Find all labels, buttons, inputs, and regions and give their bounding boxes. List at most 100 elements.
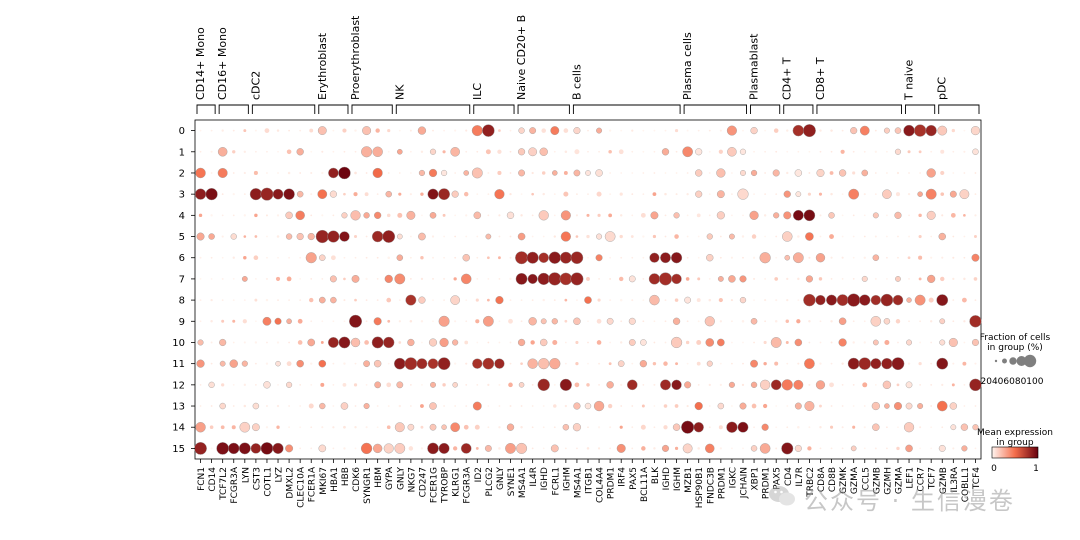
- size-legend-dot-60: [1009, 357, 1017, 365]
- dot-7-BCL11A: [642, 278, 645, 280]
- dot-4-MKI67: [321, 214, 324, 217]
- dot-14-FCN1: [195, 422, 206, 433]
- dot-1-BCL11A: [642, 150, 645, 153]
- dot-13-LYN: [243, 404, 247, 408]
- dot-11-NKG7: [404, 357, 418, 370]
- dot-13-CD8A: [819, 404, 822, 408]
- dot-14-MZB1: [681, 420, 695, 434]
- dot-14-TRBC2: [808, 426, 811, 429]
- dot-6-ITGB1: [587, 256, 589, 259]
- dot-14-LEF1: [903, 422, 915, 433]
- dot-1-PRDM1: [608, 150, 612, 154]
- row-label-14: 14: [172, 423, 185, 434]
- dot-5-ID2: [476, 235, 479, 238]
- dot-1-TCF7: [930, 150, 933, 153]
- gene-label-IL4R: IL4R: [529, 467, 539, 487]
- dot-0-CCL5: [859, 125, 870, 136]
- dot-10-FCGR3A: [464, 340, 469, 345]
- dot-13-TRBC2: [804, 401, 815, 412]
- dot-5-IL3RA: [952, 235, 955, 238]
- dot-0-PAX5: [773, 128, 779, 133]
- dot-4-TCF7L2: [221, 214, 224, 217]
- dot-11-TRBC2: [804, 358, 815, 369]
- dot-11-GYPA: [387, 362, 390, 365]
- row-label-11: 11: [172, 359, 185, 370]
- dot-14-CD14: [209, 425, 214, 430]
- dot-2-BCL11A: [642, 172, 645, 174]
- dot-15-CD8B: [830, 447, 833, 450]
- dot-13-MZB1: [686, 404, 689, 408]
- dot-3-GZMB: [940, 192, 945, 196]
- dot-9-MZB1: [686, 320, 689, 323]
- dot-14-COTL1: [265, 426, 269, 429]
- dot-6-ID2: [476, 256, 479, 259]
- dot-15-FNDC3B: [705, 443, 715, 454]
- dot-5-PRDM1: [604, 231, 616, 242]
- dot-6-GZMK: [841, 256, 844, 259]
- dot-2-GNLY: [497, 170, 502, 176]
- dot-9-CD4: [785, 319, 789, 324]
- dot-0-NKG7: [409, 129, 412, 132]
- dot-9-CD14: [210, 320, 213, 323]
- gene-label-MZB1: MZB1: [684, 467, 694, 493]
- dot-9-CLEC10A: [297, 318, 303, 324]
- dot-9-IL7R: [796, 319, 801, 324]
- dot-9-MS4A1: [520, 320, 523, 323]
- dot-7-PRDM1: [764, 277, 767, 280]
- dot-6-MS4A1: [515, 251, 529, 265]
- dot-12-COBLL1: [963, 383, 966, 386]
- dot-9-COL4A4: [596, 318, 602, 324]
- dot-14-CST3: [252, 423, 260, 432]
- dot-1-MS4A1: [574, 149, 580, 155]
- dot-3-ITGB1: [587, 193, 589, 196]
- dot-1-CD247: [420, 150, 424, 153]
- dot-10-IGHM: [670, 336, 683, 349]
- dot-12-FCGR3A: [465, 383, 468, 386]
- gene-label-SYNGR1: SYNGR1: [363, 467, 373, 504]
- dot-6-DMXL2: [288, 256, 290, 259]
- dot-8-IGHD: [664, 299, 667, 301]
- dot-14-PAX5: [775, 426, 778, 429]
- dot-2-FCER1G: [428, 168, 438, 178]
- dot-10-LYN: [243, 341, 246, 344]
- gene-label-LYZ: LYZ: [275, 467, 285, 482]
- dot-1-GNLY: [497, 149, 502, 154]
- dot-0-COTL1: [264, 128, 270, 133]
- dot-9-IGHD: [540, 318, 547, 325]
- group-brackets: CD14+ Mono CD16+ Mono cDC2 Erythroblast Proe…: [194, 15, 980, 114]
- dot-6-MS4A1: [570, 251, 584, 264]
- dot-11-COBLL1: [962, 361, 967, 366]
- gene-label-XBP1: XBP1: [751, 467, 761, 491]
- dot-3-LEF1: [907, 193, 911, 196]
- dot-10-JCHAIN: [742, 341, 744, 344]
- dot-1-BLK: [653, 150, 656, 153]
- dot-5-IL4R: [531, 235, 534, 238]
- group-label: NK: [393, 84, 406, 100]
- dot-5-KLRG1: [454, 235, 457, 238]
- dot-15-MS4A1: [576, 447, 578, 450]
- dot-0-BCL11A: [642, 129, 645, 132]
- dot-13-PRDM1: [607, 403, 613, 409]
- dot-12-TCF4: [969, 378, 982, 392]
- dot-14-FCER1A: [310, 426, 313, 429]
- dot-4-GZMB: [872, 212, 879, 219]
- dot-2-COBLL1: [963, 172, 966, 174]
- dot-0-CST3: [254, 129, 257, 132]
- dot-15-GZMK: [841, 447, 844, 450]
- dot-14-ITGB1: [587, 426, 589, 429]
- dot-12-IL4R: [531, 383, 534, 386]
- dot-8-TCF4: [974, 299, 977, 301]
- row-label-7: 7: [179, 274, 185, 285]
- dot-0-PRDM1: [609, 129, 612, 132]
- dot-7-ITGB1: [586, 276, 590, 281]
- dot-3-GZMH: [882, 189, 892, 199]
- dot-12-BLK: [653, 383, 656, 386]
- dot-8-TYROBP: [443, 299, 445, 301]
- dot-1-TCF7L2: [217, 147, 228, 157]
- dot-0-MS4A1: [573, 127, 581, 135]
- dot-0-GZMH: [883, 127, 890, 134]
- dot-1-COTL1: [266, 150, 268, 153]
- dot-4-CST3: [254, 213, 258, 218]
- gene-label-JCHAIN: JCHAIN: [739, 467, 749, 499]
- dot-13-ID2: [472, 401, 482, 411]
